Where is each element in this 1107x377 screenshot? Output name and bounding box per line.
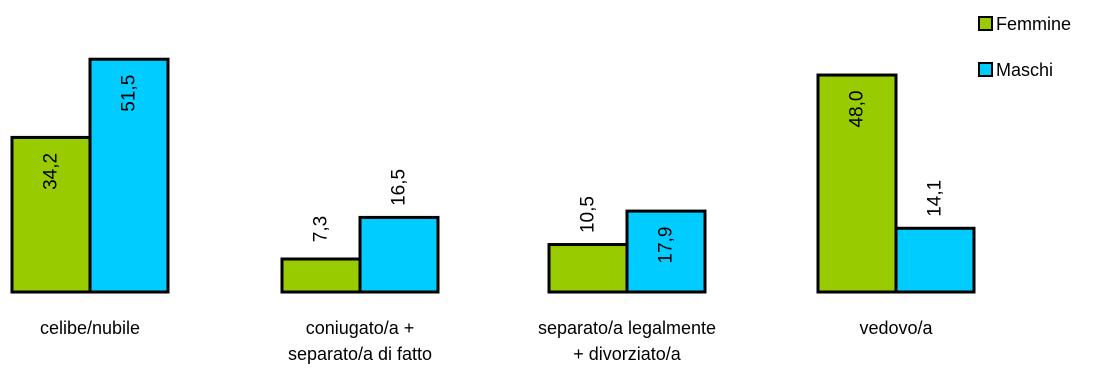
bar-femmine-2 <box>280 257 362 294</box>
legend: Femmine Maschi <box>978 14 1071 80</box>
bar-maschi-1 <box>88 57 170 294</box>
value-label-femmine-1: 34,2 <box>41 153 62 190</box>
legend-swatch-maschi <box>978 62 993 77</box>
bar-femmine-1 <box>10 135 92 294</box>
category-label-3-line-2: + divorziato/a <box>573 344 682 364</box>
value-label-femmine-2: 7,3 <box>311 216 332 242</box>
legend-label-maschi: Maschi <box>996 60 1053 80</box>
bar-maschi-4 <box>894 226 976 294</box>
category-label-1: celibe/nubile <box>40 318 140 338</box>
category-label-2-line-1: coniugato/a + <box>306 318 415 338</box>
value-label-femmine-4: 48,0 <box>847 91 868 128</box>
bars-layer <box>10 57 976 294</box>
category-label-2-line-2: separato/a di fatto <box>288 344 432 364</box>
bar-maschi-3 <box>625 209 707 294</box>
legend-label-femmine: Femmine <box>996 14 1071 34</box>
bar-femmine-3 <box>547 243 629 294</box>
category-label-4: vedovo/a <box>859 318 933 338</box>
value-label-femmine-3: 10,5 <box>578 196 599 233</box>
bar-maschi-2 <box>358 215 440 294</box>
value-labels-layer: 34,2 51,5 7,3 16,5 10,5 17,9 48,0 14,1 <box>41 75 946 264</box>
category-labels-layer: celibe/nubile coniugato/a + separato/a di … <box>40 318 934 364</box>
legend-swatch-femmine <box>978 16 993 31</box>
value-label-maschi-2: 16,5 <box>389 169 410 206</box>
value-label-maschi-4: 14,1 <box>925 180 946 217</box>
bar-femmine-4 <box>816 73 898 294</box>
value-label-maschi-1: 51,5 <box>119 75 140 112</box>
value-label-maschi-3: 17,9 <box>656 227 677 264</box>
category-label-3-line-1: separato/a legalmente <box>538 318 716 338</box>
